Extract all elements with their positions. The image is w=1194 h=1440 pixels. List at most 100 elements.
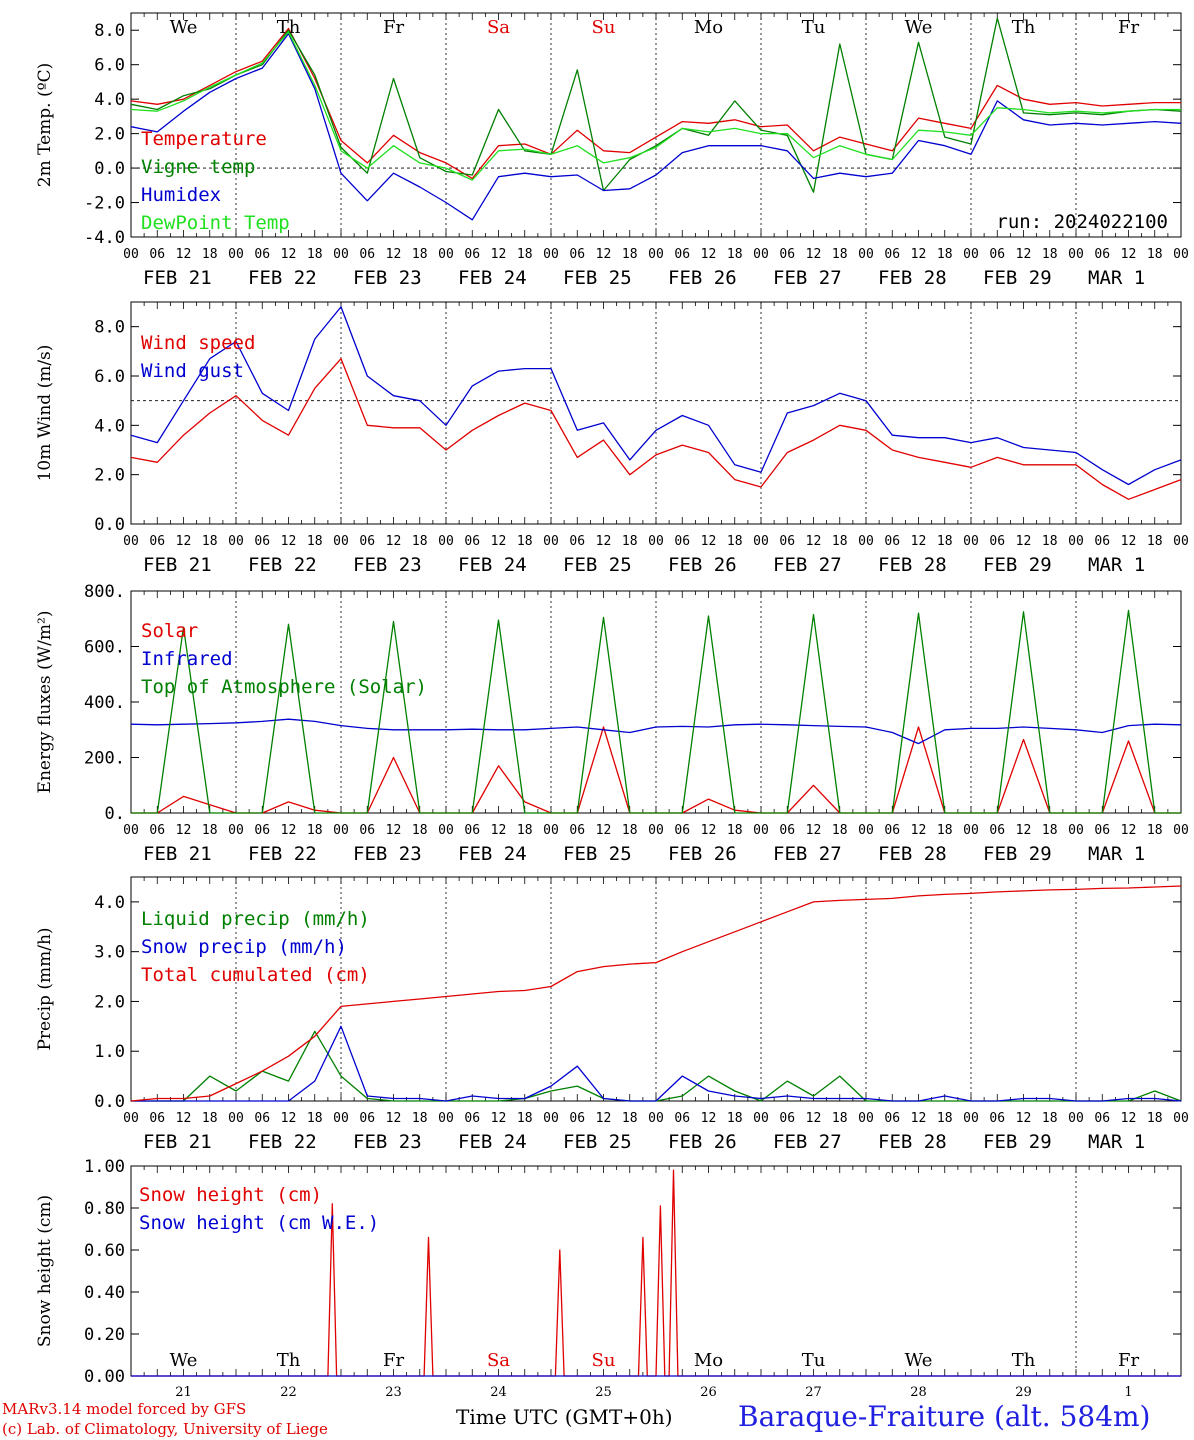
hour-tick-label: 00 — [858, 823, 874, 838]
hour-tick-label: 12 — [386, 534, 402, 549]
hour-tick-label: 00 — [1068, 1111, 1084, 1126]
date-label: MAR 1 — [1088, 267, 1145, 289]
hour-tick-label: 12 — [911, 823, 927, 838]
hour-tick-label: 18 — [937, 823, 953, 838]
y-tick-label: 2.0 — [94, 992, 125, 1012]
day-number-label: 22 — [280, 1385, 297, 1400]
y-tick-label: -4.0 — [84, 228, 125, 248]
hour-tick-label: 06 — [1094, 534, 1110, 549]
panel-4: 0.0 1.0 2.0 3.0 4.0 Precip (mm/h) Liquid preci… — [35, 876, 1189, 1153]
y-tick-label: 0.0 — [94, 159, 125, 179]
hour-tick-label: 00 — [123, 534, 139, 549]
hour-tick-label: 12 — [386, 1111, 402, 1126]
hour-tick-label: 00 — [753, 247, 769, 262]
hour-tick-label: 00 — [438, 1111, 454, 1126]
hour-tick-label: 18 — [1042, 534, 1058, 549]
hour-tick-label: 12 — [596, 1111, 612, 1126]
day-of-week-label: Th — [277, 17, 301, 38]
hour-tick-label: 18 — [1147, 247, 1163, 262]
hour-tick-label: 12 — [176, 823, 192, 838]
hour-tick-label: 06 — [464, 247, 480, 262]
day-number-label: 29 — [1015, 1385, 1032, 1400]
panel-5: 0.00 0.20 0.40 0.60 0.80 1.00 Snow height (cm)… — [35, 1157, 1182, 1400]
hour-tick-label: 18 — [832, 534, 848, 549]
hour-tick-label: 12 — [596, 534, 612, 549]
legend-entry: Solar — [141, 620, 198, 642]
hour-tick-label: 06 — [254, 534, 270, 549]
hour-tick-label: 18 — [727, 1111, 743, 1126]
hour-tick-label: 18 — [307, 1111, 323, 1126]
day-of-week-label: Fr — [383, 17, 404, 38]
legend-entry: Wind gust — [141, 360, 244, 382]
date-label: FEB 21 — [143, 1131, 212, 1153]
hour-tick-label: 00 — [963, 247, 979, 262]
hour-tick-label: 06 — [359, 823, 375, 838]
y-tick-label: 4.0 — [94, 90, 125, 110]
hour-tick-label: 12 — [1121, 1111, 1137, 1126]
hour-tick-label: 18 — [412, 823, 428, 838]
panel-2: 0.0 2.0 4.0 6.0 8.0 10m Wind (m/s) Wind speed W… — [35, 301, 1189, 576]
hour-tick-label: 12 — [491, 247, 507, 262]
hour-tick-label: 12 — [491, 823, 507, 838]
hour-tick-label: 06 — [149, 1111, 165, 1126]
day-of-week-label: Mo — [694, 1350, 723, 1371]
legend-entry: Snow precip (mm/h) — [141, 936, 347, 958]
legend-entry: Top of Atmosphere (Solar) — [141, 676, 427, 698]
hour-tick-label: 06 — [674, 247, 690, 262]
hour-tick-label: 12 — [806, 1111, 822, 1126]
hour-tick-label: 18 — [727, 534, 743, 549]
date-label: FEB 23 — [353, 1131, 422, 1153]
date-label: FEB 21 — [143, 554, 212, 576]
y-axis-label: 10m Wind (m/s) — [35, 345, 55, 482]
hour-tick-label: 00 — [858, 534, 874, 549]
hour-tick-label: 06 — [254, 247, 270, 262]
panel-1: -4.0 -2.0 0.0 2.0 4.0 6.0 8.0 2m Temp. (ºC) Temp… — [35, 12, 1189, 289]
date-label: FEB 23 — [353, 267, 422, 289]
day-of-week-label: We — [170, 17, 198, 38]
hour-tick-label: 12 — [701, 534, 717, 549]
hour-tick-label: 06 — [569, 823, 585, 838]
hour-tick-label: 00 — [543, 247, 559, 262]
hour-tick-label: 18 — [412, 1111, 428, 1126]
hour-tick-label: 00 — [753, 823, 769, 838]
run-annotation: run: 2024022100 — [996, 211, 1168, 233]
hour-tick-label: 12 — [911, 247, 927, 262]
hour-tick-label: 12 — [1121, 823, 1137, 838]
hour-tick-label: 12 — [1016, 1111, 1032, 1126]
hour-tick-label: 06 — [569, 534, 585, 549]
series-line-dewpoint-temp — [130, 31, 1181, 181]
hour-tick-label: 18 — [202, 1111, 218, 1126]
hour-tick-label: 00 — [753, 1111, 769, 1126]
date-label: FEB 26 — [668, 1131, 737, 1153]
hour-tick-label: 00 — [123, 1111, 139, 1126]
date-label: FEB 24 — [458, 554, 527, 576]
y-tick-label: -2.0 — [84, 194, 125, 214]
y-tick-label: 0.40 — [84, 1283, 125, 1303]
hour-tick-label: 12 — [176, 1111, 192, 1126]
legend-entry: Total cumulated (cm) — [141, 964, 370, 986]
hour-tick-label: 18 — [832, 247, 848, 262]
hour-tick-label: 06 — [989, 1111, 1005, 1126]
legend-entry: DewPoint Temp — [141, 212, 290, 234]
date-label: FEB 23 — [353, 843, 422, 865]
hour-tick-label: 06 — [779, 823, 795, 838]
legend-entry: Wind speed — [141, 332, 255, 354]
hour-tick-label: 00 — [333, 823, 349, 838]
hour-tick-label: 06 — [149, 247, 165, 262]
series-line-snow-precip-mm-h- — [131, 1025, 1182, 1102]
hour-tick-label: 00 — [1068, 823, 1084, 838]
hour-tick-label: 00 — [1068, 534, 1084, 549]
hour-tick-label: 06 — [779, 247, 795, 262]
day-of-week-label: Su — [592, 17, 616, 38]
day-of-week-label: Mo — [694, 17, 723, 38]
hour-tick-label: 12 — [1016, 247, 1032, 262]
date-label: FEB 27 — [773, 267, 842, 289]
hour-tick-label: 12 — [596, 247, 612, 262]
date-label: FEB 22 — [248, 1131, 317, 1153]
day-of-week-label: We — [905, 1350, 933, 1371]
hour-tick-label: 12 — [701, 823, 717, 838]
date-label: FEB 27 — [773, 554, 842, 576]
hour-tick-label: 18 — [517, 247, 533, 262]
hour-tick-label: 00 — [1173, 1111, 1189, 1126]
y-tick-label: 6.0 — [94, 56, 125, 76]
